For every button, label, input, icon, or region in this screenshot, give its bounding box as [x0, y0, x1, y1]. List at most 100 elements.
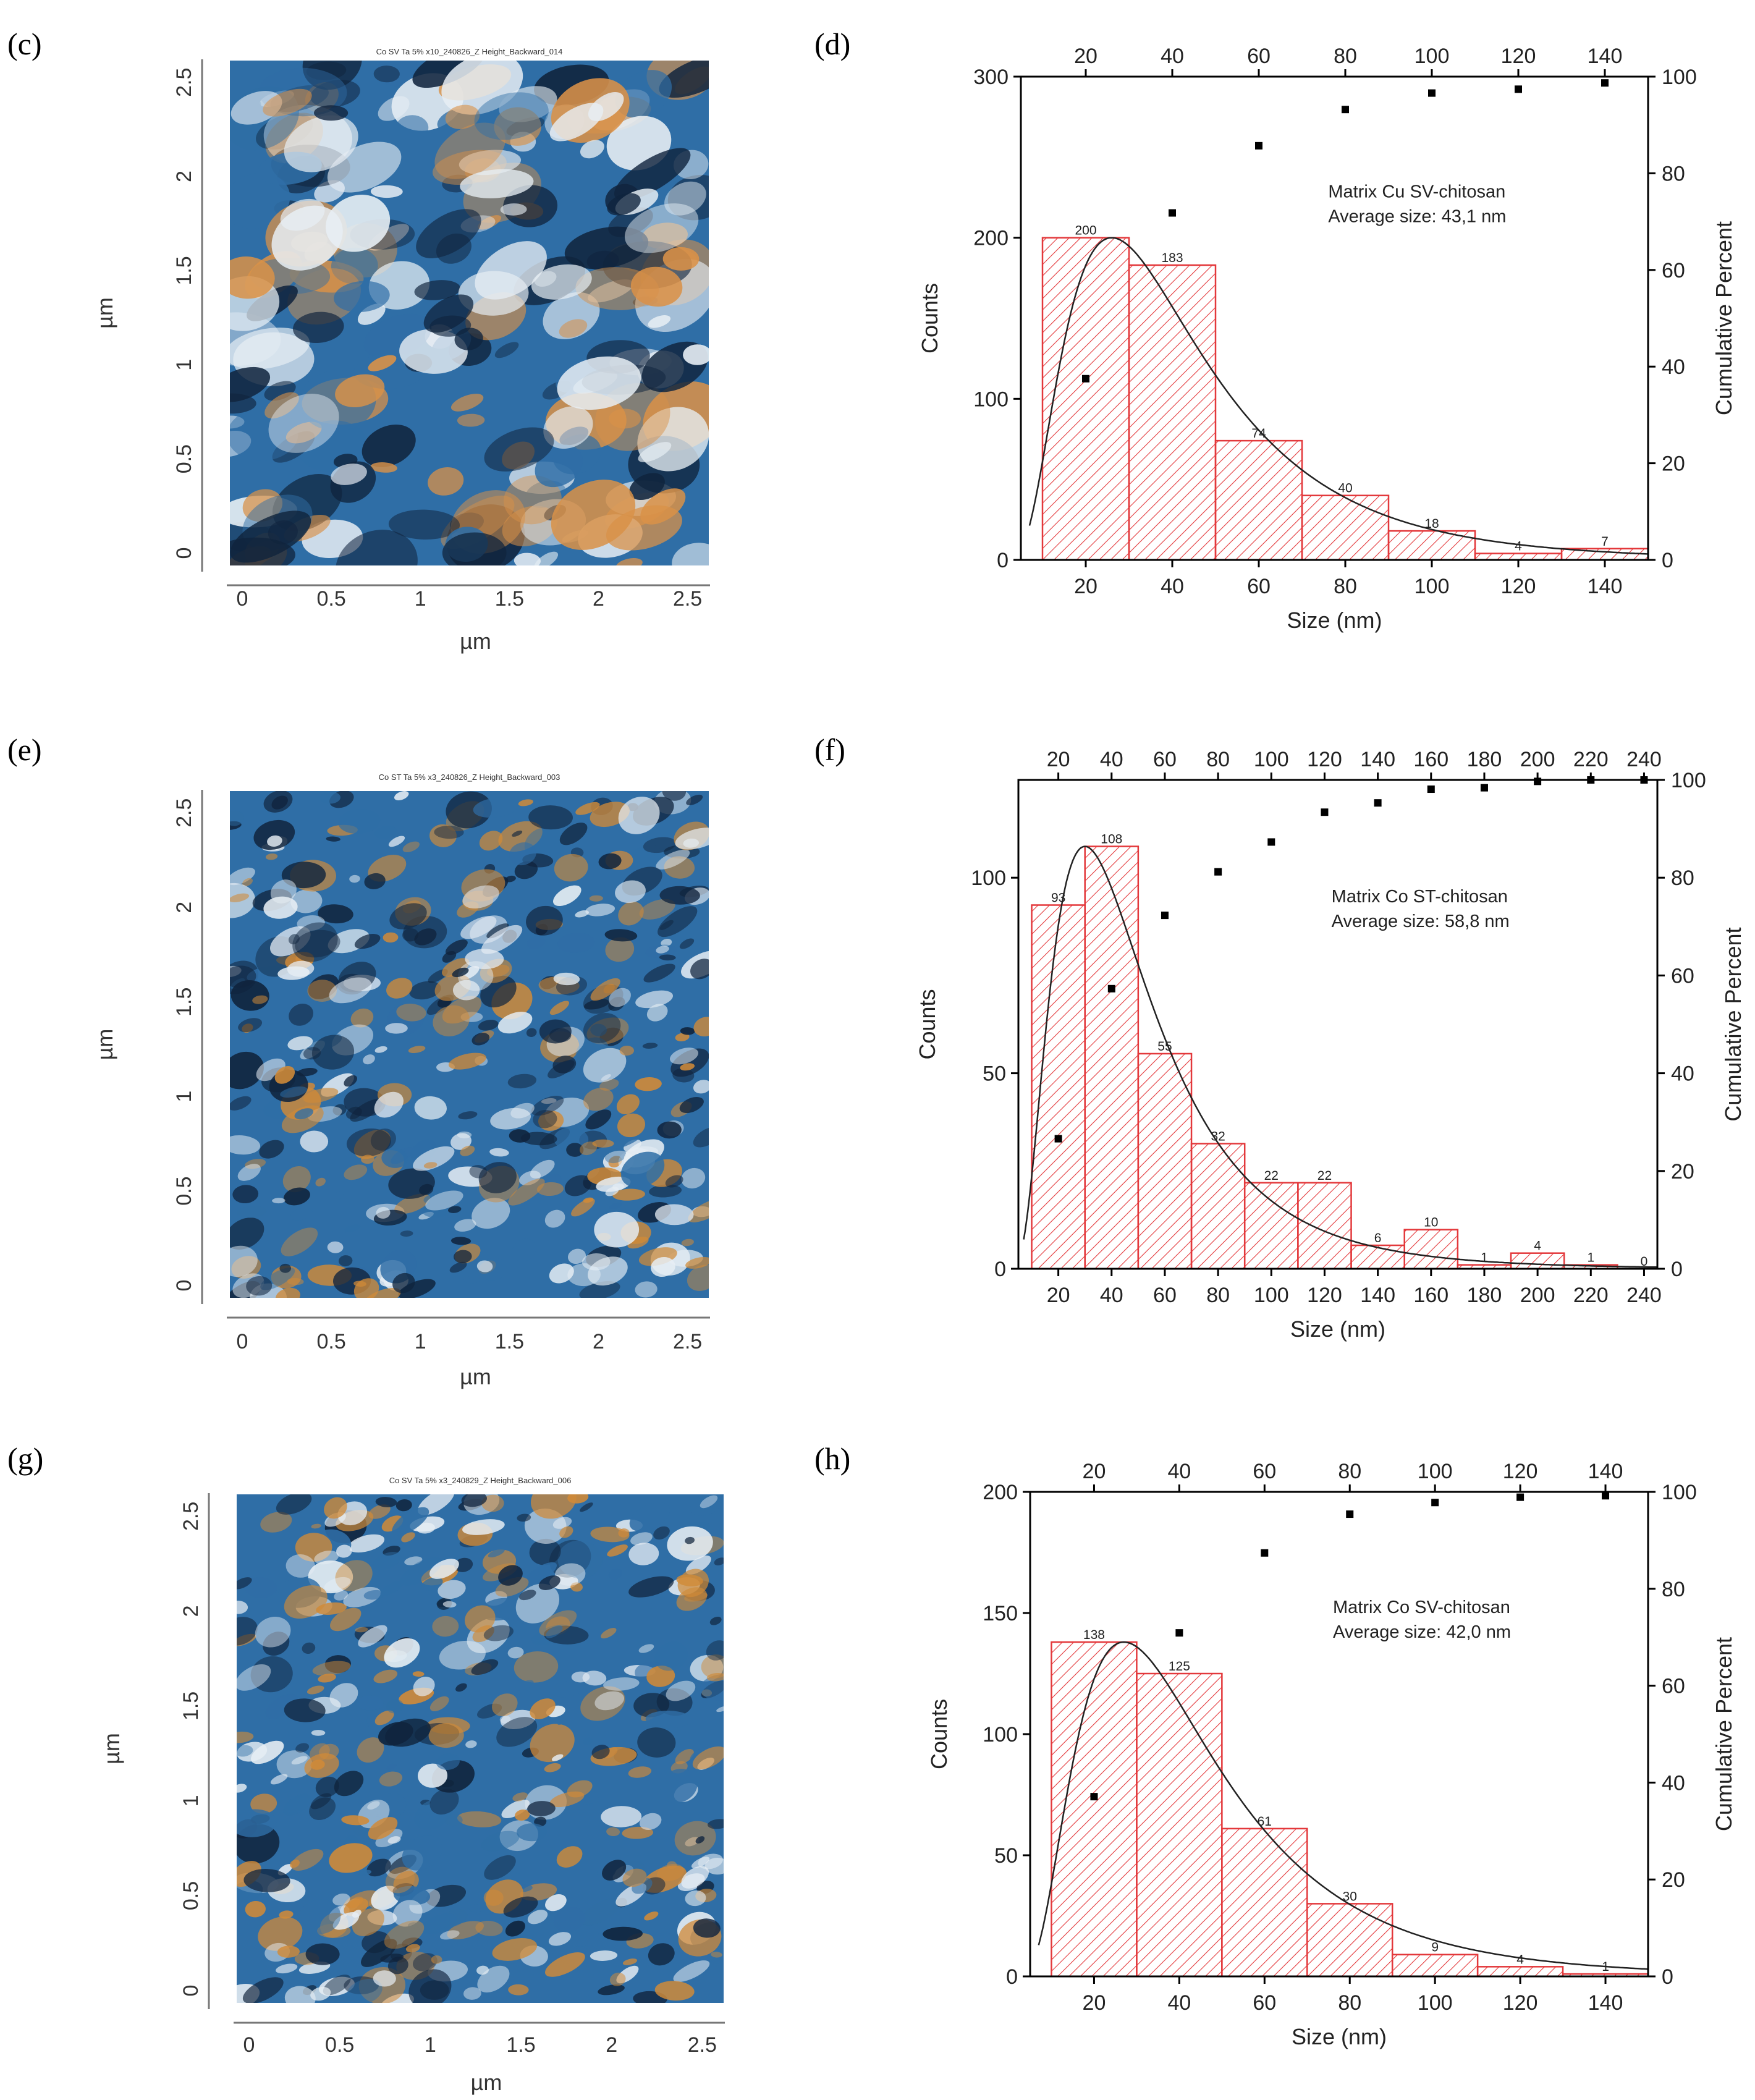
bar-value-label: 0 — [1641, 1255, 1648, 1269]
afm-grain — [526, 905, 563, 936]
y-tick-label-right: 0 — [1662, 549, 1673, 572]
afm-grain — [693, 1080, 709, 1094]
afm-grain — [585, 904, 615, 917]
afm-grain — [603, 1677, 640, 1691]
afm-grain — [297, 1068, 318, 1077]
afm-grain — [384, 1638, 420, 1668]
afm-grain — [375, 1497, 397, 1507]
afm-grain — [452, 980, 480, 1001]
afm-grain — [519, 1590, 536, 1601]
afm-grain — [290, 889, 323, 913]
afm-grain — [434, 122, 506, 179]
x-tick-label-top: 140 — [1588, 1460, 1623, 1483]
y-tick-label-left: 200 — [983, 1481, 1018, 1504]
afm-grain — [314, 1551, 339, 1565]
afm-grain — [672, 543, 709, 565]
afm-grain — [392, 1507, 429, 1536]
bar-value-label: 200 — [1075, 224, 1096, 238]
x-tick-label-top: 100 — [1415, 44, 1450, 68]
x-tick-label-top: 200 — [1520, 748, 1555, 771]
afm-grain — [387, 1836, 401, 1844]
afm-grain — [476, 1965, 489, 1975]
afm-grain — [392, 1900, 423, 1927]
afm-grain — [450, 394, 484, 412]
afm-grain — [419, 1183, 434, 1195]
afm-grain — [230, 1135, 261, 1155]
y-tick-label-right: 0 — [1671, 1258, 1683, 1281]
afm-grain — [583, 999, 609, 1010]
y-tick-label-right: 100 — [1662, 66, 1697, 89]
afm-grain — [488, 1548, 505, 1558]
afm-grain — [500, 203, 527, 216]
afm-grain — [423, 1162, 438, 1169]
afm-grain — [571, 1198, 595, 1217]
afm-grain — [277, 966, 310, 980]
afm-grain — [683, 344, 709, 365]
x-tick-label-top: 120 — [1307, 748, 1342, 771]
bar-value-label: 6 — [1374, 1231, 1382, 1245]
bar-value-label: 1 — [1481, 1251, 1488, 1265]
afm-x-tick-label: 2 — [593, 587, 604, 611]
afm-grain — [237, 1617, 258, 1646]
afm-grain — [398, 1279, 436, 1298]
afm-grain — [332, 1104, 347, 1116]
cumulative-point — [1342, 106, 1349, 114]
afm-grain — [370, 185, 403, 198]
afm-grain — [445, 104, 480, 129]
afm-grain — [285, 421, 322, 444]
afm-grain — [484, 1855, 516, 1880]
afm-y-tick-label: 1 — [172, 359, 196, 371]
afm-grain — [635, 990, 674, 1009]
afm-grain — [512, 1238, 536, 1262]
afm-grain — [575, 910, 589, 918]
afm-grain — [331, 464, 367, 485]
x-tick-label-top: 120 — [1503, 1460, 1538, 1483]
cumulative-point — [1516, 1493, 1525, 1501]
afm-grain — [358, 1625, 387, 1648]
afm-grain — [674, 1821, 716, 1856]
afm-grain — [315, 1776, 339, 1797]
afm-grain — [541, 1098, 557, 1104]
cumulative-point — [1602, 1492, 1610, 1500]
afm-grain — [276, 1494, 312, 1515]
afm-grain — [230, 1217, 264, 1250]
x-tick-label-bottom: 80 — [1206, 1284, 1230, 1307]
panel-label-f: (f) — [814, 732, 845, 767]
afm-grain — [335, 374, 385, 408]
afm-grain — [685, 1837, 700, 1847]
afm-grain — [279, 1910, 294, 1919]
afm-grain — [549, 1791, 585, 1808]
afm-grain — [272, 1198, 285, 1204]
lognormal-fit-curve — [1023, 845, 1658, 1268]
afm-grain — [707, 1819, 724, 1829]
afm-grain — [479, 831, 503, 851]
afm-grain — [628, 1766, 652, 1778]
afm-grain — [389, 903, 427, 929]
afm-x-tick-label: 2.5 — [688, 2033, 717, 2057]
afm-grain — [232, 1185, 259, 1204]
afm-grain — [628, 1543, 659, 1565]
y-tick-label-right: 80 — [1662, 1578, 1685, 1601]
afm-grain — [373, 1970, 396, 1987]
afm-grain — [287, 268, 362, 325]
afm-grain — [324, 1497, 347, 1519]
afm-grain — [444, 1814, 463, 1827]
afm-grain — [330, 1607, 362, 1632]
afm-grain — [442, 951, 457, 963]
afm-x-tick-label: 1 — [415, 587, 426, 611]
afm-grain — [583, 1088, 614, 1111]
afm-grain — [530, 1159, 555, 1179]
afm-grain — [300, 1130, 329, 1153]
bar-value-label: 18 — [1424, 517, 1439, 531]
afm-grain — [230, 821, 242, 830]
afm-grain — [530, 1494, 577, 1519]
afm-grain — [295, 929, 340, 958]
afm-grain — [481, 1831, 520, 1852]
afm-grain — [423, 1192, 460, 1206]
afm-grain — [605, 1187, 619, 1196]
histogram-bar — [1297, 1182, 1352, 1270]
afm-grain — [425, 1190, 463, 1211]
afm-grain — [280, 1086, 308, 1098]
afm-grain — [260, 1512, 292, 1533]
